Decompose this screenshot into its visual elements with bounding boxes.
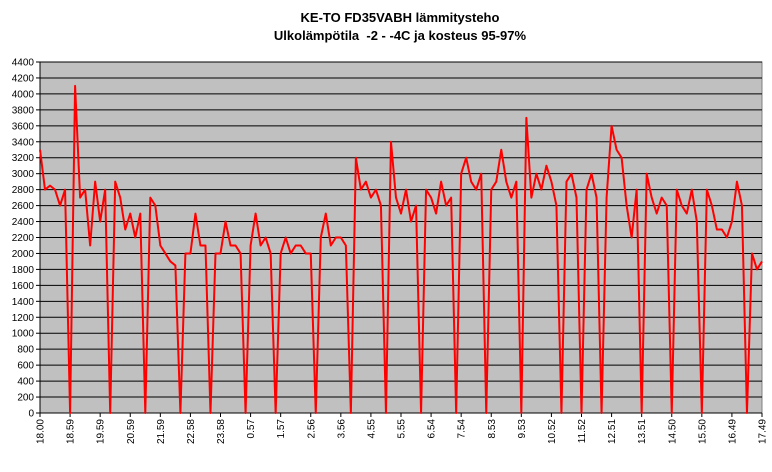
x-tick-label: 16.49 (727, 419, 738, 444)
x-tick-label: 11.52 (577, 419, 588, 444)
y-tick-label: 2400 (12, 217, 35, 228)
y-tick-label: 600 (17, 361, 34, 372)
y-tick-label: 2000 (12, 249, 35, 260)
x-tick-label: 3.56 (336, 419, 347, 439)
x-tick-label: 8.53 (487, 419, 498, 439)
y-tick-label: 2800 (12, 185, 35, 196)
x-tick-label: 17.49 (758, 419, 769, 444)
x-tick-label: 12.51 (607, 419, 618, 444)
x-tick-label: 15.50 (697, 419, 708, 444)
x-tick-label: 23.58 (216, 419, 227, 444)
x-tick-label: 1.57 (276, 419, 287, 439)
x-tick-label: 13.51 (637, 419, 648, 444)
x-tick-label: 6.54 (427, 419, 438, 439)
y-tick-label: 400 (17, 377, 34, 388)
x-tick-label: 0.57 (246, 419, 257, 439)
data-line (39, 84, 763, 414)
x-tick-label: 19.59 (96, 419, 107, 444)
y-tick-label: 4400 (12, 58, 35, 69)
y-tick-label: 3000 (12, 169, 35, 180)
y-tick-label: 200 (17, 393, 34, 404)
y-tick-label: 800 (17, 345, 34, 356)
y-tick-label: 4200 (12, 73, 35, 84)
y-tick-label: 2200 (12, 233, 35, 244)
y-tick-label: 0 (28, 409, 34, 420)
y-tick-label: 1000 (12, 329, 35, 340)
x-tick-label: 9.53 (517, 419, 528, 439)
y-tick-label: 2600 (12, 201, 35, 212)
chart-subtitle: Ulkolämpötila -2 - -4C ja kosteus 95-97% (274, 28, 527, 43)
y-tick-label: 1200 (12, 313, 35, 324)
y-tick-label: 3400 (12, 137, 35, 148)
y-tick-label: 3200 (12, 153, 35, 164)
x-tick-label: 21.59 (156, 419, 167, 444)
x-tick-label: 2.56 (306, 419, 317, 439)
x-tick-label: 7.54 (457, 419, 468, 439)
x-tick-label: 22.58 (186, 419, 197, 444)
y-tick-label: 3600 (12, 121, 35, 132)
x-tick-label: 14.50 (667, 419, 678, 444)
y-tick-label: 1400 (12, 297, 35, 308)
x-tick-label: 20.59 (126, 419, 137, 444)
y-tick-label: 3800 (12, 105, 35, 116)
chart-title: KE-TO FD35VABH lämmitysteho (301, 10, 500, 25)
x-tick-label: 18.59 (66, 419, 77, 444)
y-tick-label: 1800 (12, 265, 35, 276)
x-tick-label: 10.52 (547, 419, 558, 444)
x-tick-label: 5.55 (397, 419, 408, 439)
x-tick-label: 18.00 (36, 419, 47, 444)
x-tick-label: 4.55 (366, 419, 377, 439)
y-tick-label: 1600 (12, 281, 35, 292)
y-tick-label: 4000 (12, 89, 35, 100)
